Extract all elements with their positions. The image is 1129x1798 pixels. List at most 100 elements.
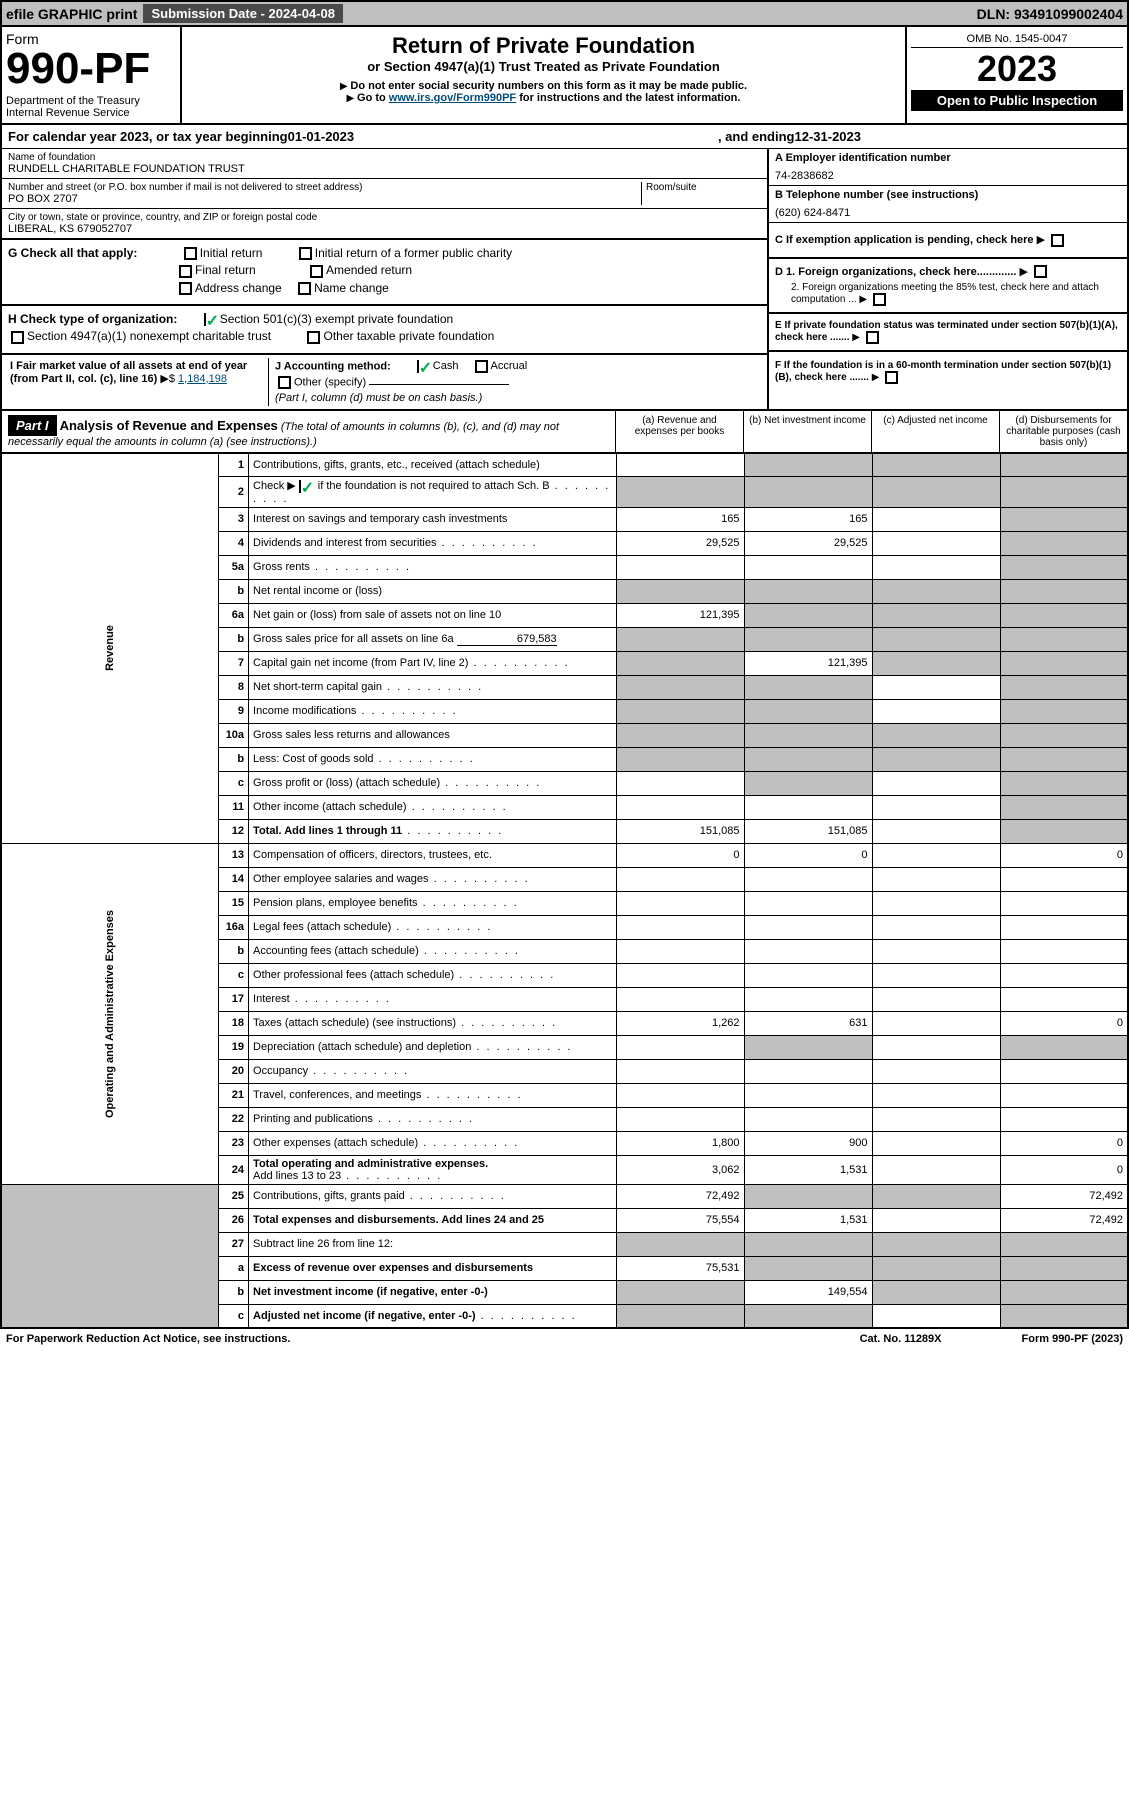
l12: Total. Add lines 1 through 11 (253, 825, 402, 837)
check-501c3[interactable] (204, 313, 217, 326)
l16c: Other professional fees (attach schedule… (253, 969, 454, 981)
l7: Capital gain net income (from Part IV, l… (253, 657, 468, 669)
check-d1[interactable] (1034, 265, 1047, 278)
v25d: 72,492 (1000, 1184, 1128, 1208)
l13: Compensation of officers, directors, tru… (249, 843, 616, 867)
l26: Total expenses and disbursements. Add li… (253, 1214, 544, 1226)
l3: Interest on savings and temporary cash i… (249, 507, 616, 531)
l21: Travel, conferences, and meetings (253, 1089, 421, 1101)
cal-a: For calendar year 2023, or tax year begi… (8, 129, 288, 144)
col-d: (d) Disbursements for charitable purpose… (999, 411, 1127, 452)
d1: D 1. Foreign organizations, check here..… (775, 266, 1016, 278)
g-opt1: Final return (195, 263, 256, 277)
form-number: 990-PF (6, 47, 176, 91)
check-final[interactable] (179, 265, 192, 278)
cal-b: , and ending (718, 129, 795, 144)
g-opt5: Name change (314, 281, 389, 295)
l27c: Adjusted net income (if negative, enter … (253, 1310, 475, 1322)
l27b: Net investment income (if negative, ente… (253, 1286, 488, 1298)
check-e[interactable] (866, 331, 879, 344)
v3b: 165 (744, 507, 872, 531)
v13a: 0 (616, 843, 744, 867)
v27aa: 75,531 (616, 1256, 744, 1280)
instr1: Do not enter social security numbers on … (350, 80, 747, 92)
dept: Department of the Treasury (6, 95, 176, 107)
l25: Contributions, gifts, grants paid (253, 1190, 405, 1202)
l6b-val: 679,583 (457, 633, 557, 646)
check-initial-former[interactable] (299, 247, 312, 260)
form-subtitle: or Section 4947(a)(1) Trust Treated as P… (188, 59, 899, 74)
check-d2[interactable] (873, 293, 886, 306)
v24d: 0 (1000, 1155, 1128, 1184)
inspection-badge: Open to Public Inspection (911, 90, 1123, 111)
v13b: 0 (744, 843, 872, 867)
l23: Other expenses (attach schedule) (253, 1137, 418, 1149)
foundation-name: RUNDELL CHARITABLE FOUNDATION TRUST (8, 163, 761, 175)
d2: 2. Foreign organizations meeting the 85%… (791, 282, 1099, 305)
h-opt2: Section 4947(a)(1) nonexempt charitable … (27, 329, 271, 343)
efile-label: efile GRAPHIC print (6, 6, 137, 22)
instr2a: Go to (357, 92, 389, 104)
analysis-table: Revenue 1Contributions, gifts, grants, e… (0, 452, 1129, 1330)
v18a: 1,262 (616, 1011, 744, 1035)
ein-label: A Employer identification number (775, 152, 951, 164)
top-bar: efile GRAPHIC print Submission Date - 20… (0, 0, 1129, 27)
check-initial[interactable] (184, 247, 197, 260)
check-addr-change[interactable] (179, 282, 192, 295)
dln: DLN: 93491099002404 (977, 6, 1123, 22)
l15: Pension plans, employee benefits (253, 897, 418, 909)
v24b: 1,531 (744, 1155, 872, 1184)
check-schb[interactable] (299, 480, 312, 493)
l2b: if the foundation is not required to att… (315, 480, 550, 492)
address: PO BOX 2707 (8, 193, 641, 205)
check-amended[interactable] (310, 265, 323, 278)
l14: Other employee salaries and wages (253, 873, 428, 885)
title-box: Return of Private Foundation or Section … (182, 27, 907, 123)
v23a: 1,800 (616, 1131, 744, 1155)
check-cash[interactable] (417, 360, 430, 373)
check-accrual[interactable] (475, 360, 488, 373)
omb: OMB No. 1545-0047 (911, 31, 1123, 48)
tax-year: 2023 (911, 48, 1123, 90)
f-label: F If the foundation is in a 60-month ter… (775, 360, 1111, 383)
v25a: 72,492 (616, 1184, 744, 1208)
form-link[interactable]: www.irs.gov/Form990PF (389, 92, 516, 104)
l27a: Excess of revenue over expenses and disb… (253, 1262, 533, 1274)
ein: 74-2838682 (775, 170, 1121, 182)
v26d: 72,492 (1000, 1208, 1128, 1232)
j-note: (Part I, column (d) must be on cash basi… (275, 392, 755, 404)
i-value[interactable]: 1,184,198 (178, 373, 227, 385)
check-4947[interactable] (11, 331, 24, 344)
h-opt1: Section 501(c)(3) exempt private foundat… (220, 312, 453, 326)
city: LIBERAL, KS 679052707 (8, 223, 761, 235)
irs: Internal Revenue Service (6, 107, 176, 119)
l24b: Add lines 13 to 23 (253, 1170, 341, 1182)
check-other[interactable] (278, 376, 291, 389)
check-name-change[interactable] (298, 282, 311, 295)
l17: Interest (253, 993, 290, 1005)
v27bb: 149,554 (744, 1280, 872, 1304)
g-label: G Check all that apply: (8, 246, 137, 260)
form-title: Return of Private Foundation (188, 33, 899, 59)
l16b: Accounting fees (attach schedule) (253, 945, 419, 957)
v24a: 3,062 (616, 1155, 744, 1184)
l1: Contributions, gifts, grants, etc., rece… (249, 453, 616, 477)
v7b: 121,395 (744, 651, 872, 675)
phone: (620) 624-8471 (775, 207, 1121, 219)
v18b: 631 (744, 1011, 872, 1035)
check-f[interactable] (885, 371, 898, 384)
v26b: 1,531 (744, 1208, 872, 1232)
check-c[interactable] (1051, 234, 1064, 247)
g-opt0: Initial return (200, 246, 263, 260)
l5a: Gross rents (253, 561, 310, 573)
j-label: J Accounting method: (275, 360, 391, 372)
sidebar-expenses: Operating and Administrative Expenses (104, 910, 116, 1118)
cal-begin: 01-01-2023 (288, 129, 355, 144)
room-label: Room/suite (646, 182, 761, 193)
g-opt4: Amended return (326, 263, 412, 277)
col-a: (a) Revenue and expenses per books (615, 411, 743, 452)
check-taxable[interactable] (307, 331, 320, 344)
l22: Printing and publications (253, 1113, 373, 1125)
l10b: Less: Cost of goods sold (253, 753, 373, 765)
footer-left: For Paperwork Reduction Act Notice, see … (6, 1333, 290, 1345)
